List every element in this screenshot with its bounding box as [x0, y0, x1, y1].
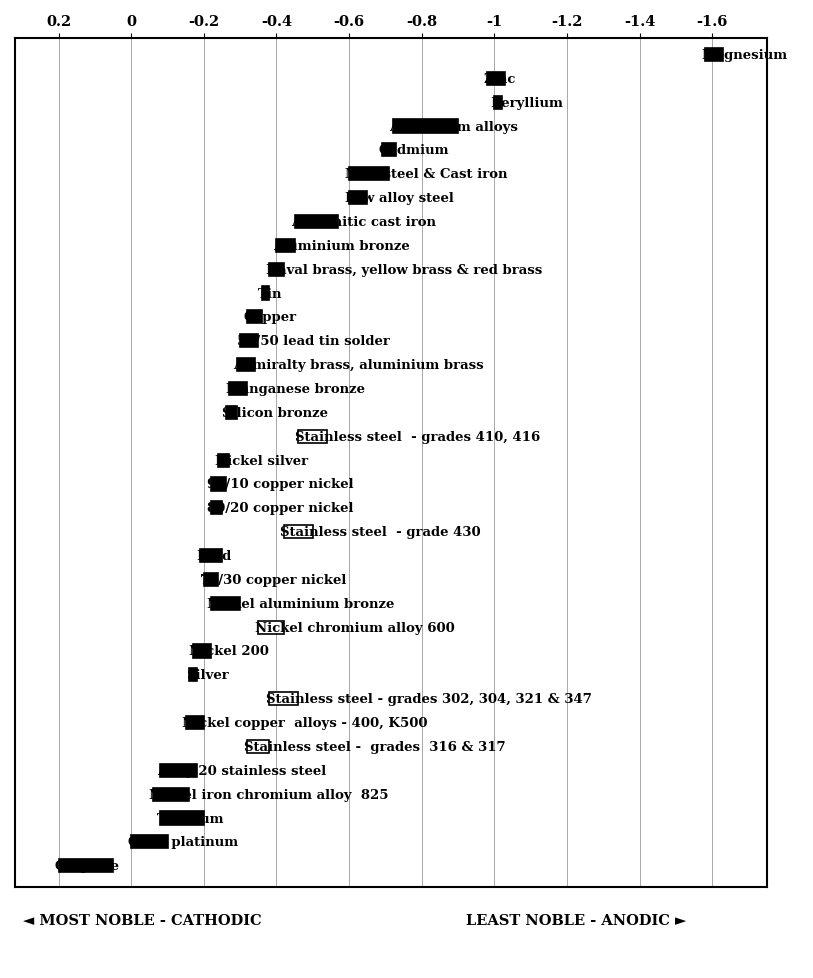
Bar	[211, 502, 222, 514]
Text: Lead: Lead	[197, 550, 232, 562]
Bar	[276, 240, 294, 252]
Text: Austenitic cast iron: Austenitic cast iron	[291, 216, 436, 229]
Text: Nickel chromium alloy 600: Nickel chromium alloy 600	[254, 621, 454, 634]
Text: Silicon bronze: Silicon bronze	[222, 407, 328, 420]
Bar	[193, 645, 211, 658]
Text: Naval brass, yellow brass & red brass: Naval brass, yellow brass & red brass	[266, 263, 541, 277]
Text: 50/50 lead tin solder: 50/50 lead tin solder	[237, 334, 389, 348]
Bar	[185, 716, 204, 730]
Text: Low alloy steel: Low alloy steel	[346, 192, 454, 205]
Bar	[487, 72, 505, 86]
Text: Silver: Silver	[185, 669, 228, 682]
Text: Copper: Copper	[244, 311, 297, 324]
Bar	[153, 788, 189, 801]
Bar	[200, 550, 222, 562]
Bar	[160, 764, 197, 778]
Text: Nickel iron chromium alloy  825: Nickel iron chromium alloy 825	[150, 788, 389, 801]
Bar	[247, 311, 262, 324]
Bar	[189, 669, 197, 682]
Text: 90/10 copper nickel: 90/10 copper nickel	[207, 478, 354, 491]
Text: Graphite: Graphite	[55, 860, 120, 872]
Text: Admiralty brass, aluminium brass: Admiralty brass, aluminium brass	[233, 359, 484, 372]
Text: Mild steel & Cast iron: Mild steel & Cast iron	[346, 168, 508, 181]
Bar	[229, 382, 247, 396]
Bar	[237, 359, 254, 372]
Text: Beryllium: Beryllium	[491, 97, 563, 110]
Text: Magnesium: Magnesium	[702, 49, 788, 62]
Text: 70/30 copper nickel: 70/30 copper nickel	[200, 573, 346, 586]
Bar	[131, 835, 167, 849]
Text: Gold, platinum: Gold, platinum	[128, 835, 237, 849]
Bar	[294, 216, 338, 229]
Text: Stainless steel - grades 302, 304, 321 & 347: Stainless steel - grades 302, 304, 321 &…	[266, 692, 591, 705]
Text: 80/20 copper nickel: 80/20 copper nickel	[207, 502, 354, 514]
Text: Stainless steel  - grade 430: Stainless steel - grade 430	[280, 525, 480, 539]
Text: Stainless steel  - grades 410, 416: Stainless steel - grades 410, 416	[294, 430, 540, 443]
Text: Nickel aluminium bronze: Nickel aluminium bronze	[207, 598, 395, 610]
Bar	[160, 812, 204, 824]
Text: Aluminium alloys: Aluminium alloys	[389, 120, 518, 133]
Bar	[269, 263, 284, 277]
Text: ◄ MOST NOBLE - CATHODIC: ◄ MOST NOBLE - CATHODIC	[23, 912, 261, 927]
Text: Nickel silver: Nickel silver	[215, 454, 308, 467]
Text: Aluminium bronze: Aluminium bronze	[273, 240, 410, 252]
Text: Titanium: Titanium	[157, 812, 224, 824]
Bar	[393, 120, 458, 133]
Bar	[349, 192, 367, 205]
Text: Zinc: Zinc	[484, 72, 515, 86]
Text: LEAST NOBLE - ANODIC ►: LEAST NOBLE - ANODIC ►	[466, 912, 686, 927]
Bar	[349, 168, 389, 181]
Bar	[262, 288, 269, 300]
Bar	[298, 430, 328, 443]
Text: Tin: Tin	[259, 288, 283, 300]
Bar	[211, 598, 240, 610]
Bar	[240, 334, 259, 348]
Bar	[705, 49, 723, 62]
Bar	[226, 407, 237, 420]
Bar	[269, 692, 298, 705]
Text: Stainless steel -  grades  316 & 317: Stainless steel - grades 316 & 317	[244, 740, 506, 753]
Text: Manganese bronze: Manganese bronze	[226, 382, 364, 395]
Text: Nickel 200: Nickel 200	[189, 645, 269, 658]
Text: Alloy 20 stainless steel: Alloy 20 stainless steel	[157, 764, 326, 777]
Text: Nickel copper  alloys - 400, K500: Nickel copper alloys - 400, K500	[182, 716, 428, 730]
Bar	[204, 573, 219, 587]
Bar	[247, 740, 269, 753]
Bar	[211, 478, 226, 491]
Bar	[259, 621, 284, 634]
Bar	[219, 454, 229, 467]
Text: Cadmium: Cadmium	[378, 144, 449, 157]
Bar	[284, 525, 313, 539]
Bar	[59, 860, 113, 872]
Bar	[494, 97, 502, 110]
Bar	[382, 144, 396, 157]
